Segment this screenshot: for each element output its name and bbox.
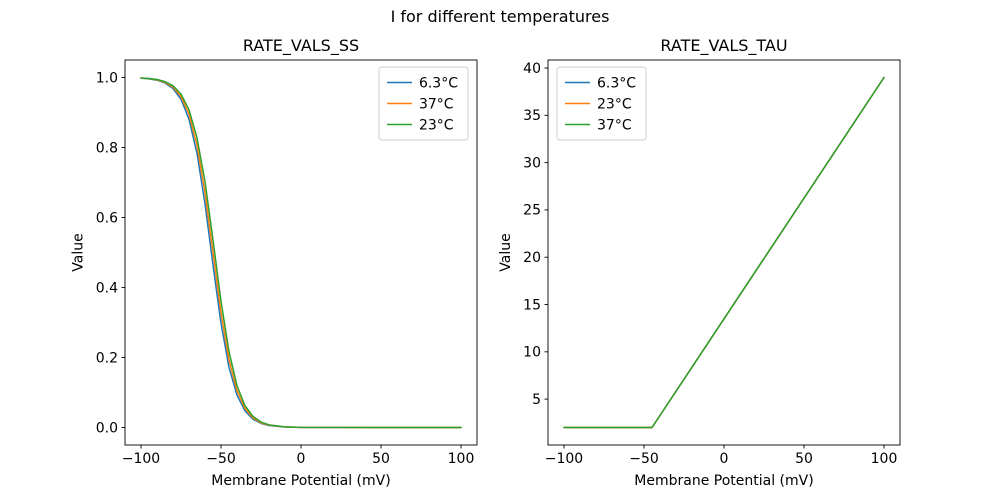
y-axis-label: Value	[498, 233, 514, 271]
y-tick-label: 0.8	[96, 140, 118, 156]
y-tick-label: 5	[532, 392, 541, 408]
legend-label: 23°C	[419, 117, 454, 133]
subplot-title: RATE_VALS_TAU	[660, 36, 787, 56]
x-tick-label: 50	[372, 451, 390, 467]
x-tick-label: 50	[795, 451, 813, 467]
x-tick-label: −100	[122, 451, 160, 467]
subplot-rate_vals_ss: −100 −50 0 50 100 0.0 0.2 0.4 0.6 0.8 1.0 RATE_VALS…	[71, 36, 478, 489]
legend-label: 6.3°C	[419, 75, 458, 91]
legend: 6.3°C 37°C 23°C	[378, 66, 469, 141]
y-tick-label: 0.2	[96, 350, 118, 366]
y-axis-label: Value	[71, 233, 87, 271]
y-tick-label: 40	[523, 61, 541, 77]
x-tick-label: 0	[297, 451, 306, 467]
legend-label: 6.3°C	[597, 75, 636, 91]
y-tick-label: 25	[523, 203, 541, 219]
series-line	[563, 76, 885, 429]
x-axis-label: Membrane Potential (mV)	[211, 473, 390, 489]
legend-label: 37°C	[597, 117, 632, 133]
legend-label: 37°C	[419, 96, 454, 112]
subplot-title: RATE_VALS_SS	[243, 36, 359, 56]
y-tick-label: 10	[523, 345, 541, 361]
x-tick-label: −100	[545, 451, 583, 467]
legend-label: 23°C	[597, 96, 632, 112]
y-tick-label: 1.0	[96, 70, 118, 86]
y-tick-label: 20	[523, 250, 541, 266]
x-axis-label: Membrane Potential (mV)	[634, 473, 813, 489]
y-tick-label: 35	[523, 108, 541, 124]
y-tick-label: 15	[523, 297, 541, 313]
x-tick-label: −50	[206, 451, 236, 467]
y-tick-label: 0.4	[96, 280, 118, 296]
y-tick-label: 30	[523, 155, 541, 171]
legend-box	[556, 66, 647, 141]
x-tick-label: 0	[720, 451, 729, 467]
y-tick-label: 0.6	[96, 210, 118, 226]
subplot-rate_vals_tau: −100 −50 0 50 100 5 10 15 20 25 30 35 40 RATE_VALS_TA…	[498, 36, 901, 489]
series-line	[140, 77, 462, 429]
figure-title: I for different temperatures	[390, 7, 610, 26]
x-tick-label: 100	[871, 451, 898, 467]
legend-box	[378, 66, 469, 141]
y-tick-label: 0.0	[96, 420, 118, 436]
x-tick-label: −50	[629, 451, 659, 467]
x-tick-label: 100	[448, 451, 475, 467]
legend: 6.3°C 23°C 37°C	[556, 66, 647, 141]
